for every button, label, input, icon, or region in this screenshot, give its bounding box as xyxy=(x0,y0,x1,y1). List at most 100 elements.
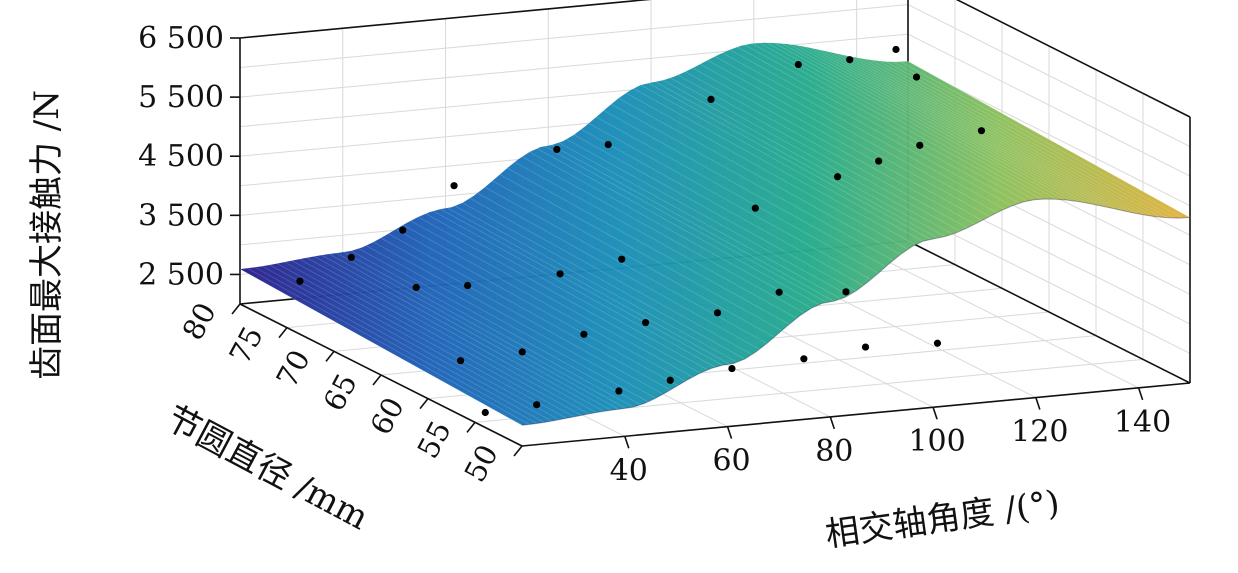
y-tick-label: 55 xyxy=(410,415,457,464)
data-point xyxy=(800,355,808,363)
surface-mesh-line xyxy=(781,43,1065,201)
data-point xyxy=(347,253,355,262)
surface-mesh-line xyxy=(558,142,842,300)
data-point xyxy=(533,401,541,409)
data-point xyxy=(707,95,715,103)
data-point xyxy=(580,330,588,338)
data-point xyxy=(464,281,472,290)
surface-mesh-line xyxy=(900,61,1183,219)
data-point xyxy=(833,173,842,181)
surface-mesh-line xyxy=(885,61,1168,219)
surface-mesh-line xyxy=(588,122,872,280)
surface-mesh-line xyxy=(365,245,649,403)
data-point xyxy=(641,318,650,327)
surface-mesh-line xyxy=(699,63,983,221)
y-tick-mark xyxy=(419,398,429,410)
surface-mesh-line xyxy=(596,116,879,274)
surface-layer xyxy=(239,42,1191,426)
grid-side-z-7 xyxy=(907,4,1191,148)
surface-mesh-line xyxy=(462,202,745,360)
x-tick-label: 60 xyxy=(712,444,750,479)
surface-mesh-line xyxy=(573,134,857,292)
z-axis-title: 齿面最大接触力 /N xyxy=(27,90,67,380)
surface-mesh-line xyxy=(789,43,1072,201)
z-tick-label: 3 500 xyxy=(138,198,224,233)
grid-side-z-0 xyxy=(907,210,1191,354)
data-point xyxy=(912,73,921,81)
surface-mesh-line xyxy=(581,128,864,286)
surface-mesh-line xyxy=(410,220,693,378)
surface-mesh-line xyxy=(826,50,1109,208)
surface-mesh-line xyxy=(878,60,1161,218)
data-point xyxy=(518,348,526,356)
data-point xyxy=(412,283,420,292)
x-tick-mark xyxy=(726,426,733,439)
surface-mesh-line xyxy=(351,250,634,408)
data-point xyxy=(977,127,986,135)
surface-mesh-line xyxy=(714,56,998,213)
y-tick-mark xyxy=(231,303,241,315)
y-tick-mark xyxy=(325,350,335,362)
grid-back-z-7 xyxy=(239,4,909,69)
data-point xyxy=(794,60,802,69)
surface-mesh-line xyxy=(759,42,1042,200)
surface-mesh-line xyxy=(677,74,961,232)
surface-mesh-line xyxy=(469,198,753,355)
surface-mesh-line xyxy=(618,97,901,255)
surface-mesh-line xyxy=(722,52,1005,210)
edge-x-front xyxy=(521,382,1191,447)
surface-mesh-line xyxy=(625,92,909,250)
surface-mesh-line xyxy=(692,67,975,225)
surface-mesh-line xyxy=(529,151,812,309)
surface-mesh-line xyxy=(299,258,582,416)
data-point xyxy=(450,182,458,190)
surface-mesh-line xyxy=(321,254,604,412)
data-point xyxy=(456,357,465,365)
grid-side-z-6 xyxy=(907,33,1191,177)
surface-mesh-line xyxy=(395,228,679,386)
x-tick-mark xyxy=(624,436,630,449)
surface-mesh-line xyxy=(477,192,760,350)
data-point xyxy=(751,204,759,212)
y-tick-mark xyxy=(466,421,476,433)
surface-mesh-line xyxy=(633,88,916,245)
edge-top-back xyxy=(239,0,652,39)
data-point xyxy=(775,288,783,296)
y-tick-mark xyxy=(278,327,288,339)
surface-mesh-line xyxy=(284,261,567,419)
data-point xyxy=(556,270,564,278)
x-tick-label: 80 xyxy=(815,434,853,469)
data-point xyxy=(933,339,942,347)
surface-mesh-line xyxy=(833,52,1116,210)
data-point xyxy=(842,288,850,296)
data-point xyxy=(666,376,674,384)
data-point xyxy=(553,145,561,154)
surface-mesh-line xyxy=(536,148,820,305)
surface-mesh-line xyxy=(425,213,708,371)
data-point xyxy=(615,387,623,395)
surface-mesh-line xyxy=(737,46,1020,204)
surface-mesh-line xyxy=(291,260,575,418)
surface-mesh-line xyxy=(254,266,538,424)
z-tick-label: 5 500 xyxy=(138,80,224,115)
surface-mesh-line xyxy=(751,43,1035,201)
data-point xyxy=(713,309,722,317)
surface-mesh-line xyxy=(744,44,1027,202)
surface-mesh-line xyxy=(306,257,589,415)
surface-mesh-line xyxy=(328,253,612,411)
surface-mesh-line xyxy=(403,224,686,382)
surface-mesh-line xyxy=(863,58,1146,216)
surface-mesh-line xyxy=(455,205,738,363)
surface-mesh-line xyxy=(484,186,768,344)
surface-mesh-line xyxy=(551,144,834,302)
x-tick-label: 100 xyxy=(908,424,965,459)
data-point xyxy=(481,408,489,417)
surface-mesh-line xyxy=(447,207,731,365)
surface-mesh-line xyxy=(343,251,627,409)
data-point xyxy=(846,56,854,64)
surface-mesh-line xyxy=(774,42,1057,200)
z-tick-label: 4 500 xyxy=(138,139,224,174)
surface-mesh-line xyxy=(818,49,1102,207)
surface-mesh-line xyxy=(276,263,560,421)
